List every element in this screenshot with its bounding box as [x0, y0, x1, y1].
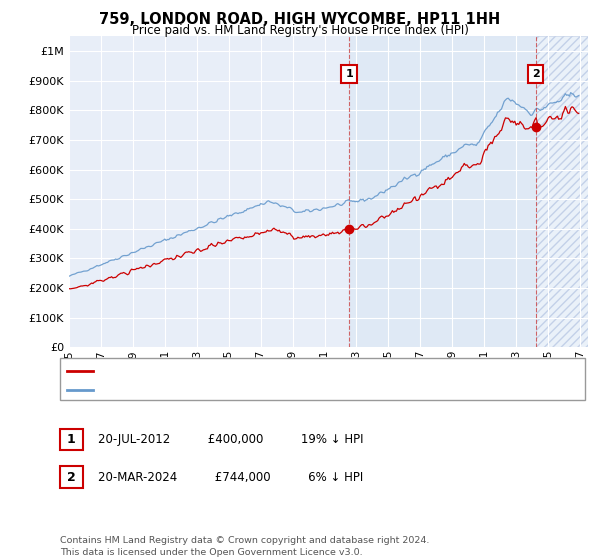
- Bar: [349, 36, 536, 347]
- Text: 759, LONDON ROAD, HIGH WYCOMBE, HP11 1HH (detached house): 759, LONDON ROAD, HIGH WYCOMBE, HP11 1HH…: [99, 366, 467, 376]
- Bar: [536, 36, 588, 347]
- Text: 20-MAR-2024          £744,000          6% ↓ HPI: 20-MAR-2024 £744,000 6% ↓ HPI: [98, 470, 363, 484]
- Text: Contains HM Land Registry data © Crown copyright and database right 2024.
This d: Contains HM Land Registry data © Crown c…: [60, 536, 430, 557]
- Text: 1: 1: [346, 69, 353, 79]
- Text: 20-JUL-2012          £400,000          19% ↓ HPI: 20-JUL-2012 £400,000 19% ↓ HPI: [98, 433, 364, 446]
- Text: 759, LONDON ROAD, HIGH WYCOMBE, HP11 1HH: 759, LONDON ROAD, HIGH WYCOMBE, HP11 1HH: [100, 12, 500, 27]
- Text: Price paid vs. HM Land Registry's House Price Index (HPI): Price paid vs. HM Land Registry's House …: [131, 24, 469, 37]
- Text: HPI: Average price, detached house, Buckinghamshire: HPI: Average price, detached house, Buck…: [99, 385, 396, 395]
- Text: 2: 2: [532, 69, 539, 79]
- Text: 2: 2: [67, 470, 76, 484]
- Text: 1: 1: [67, 433, 76, 446]
